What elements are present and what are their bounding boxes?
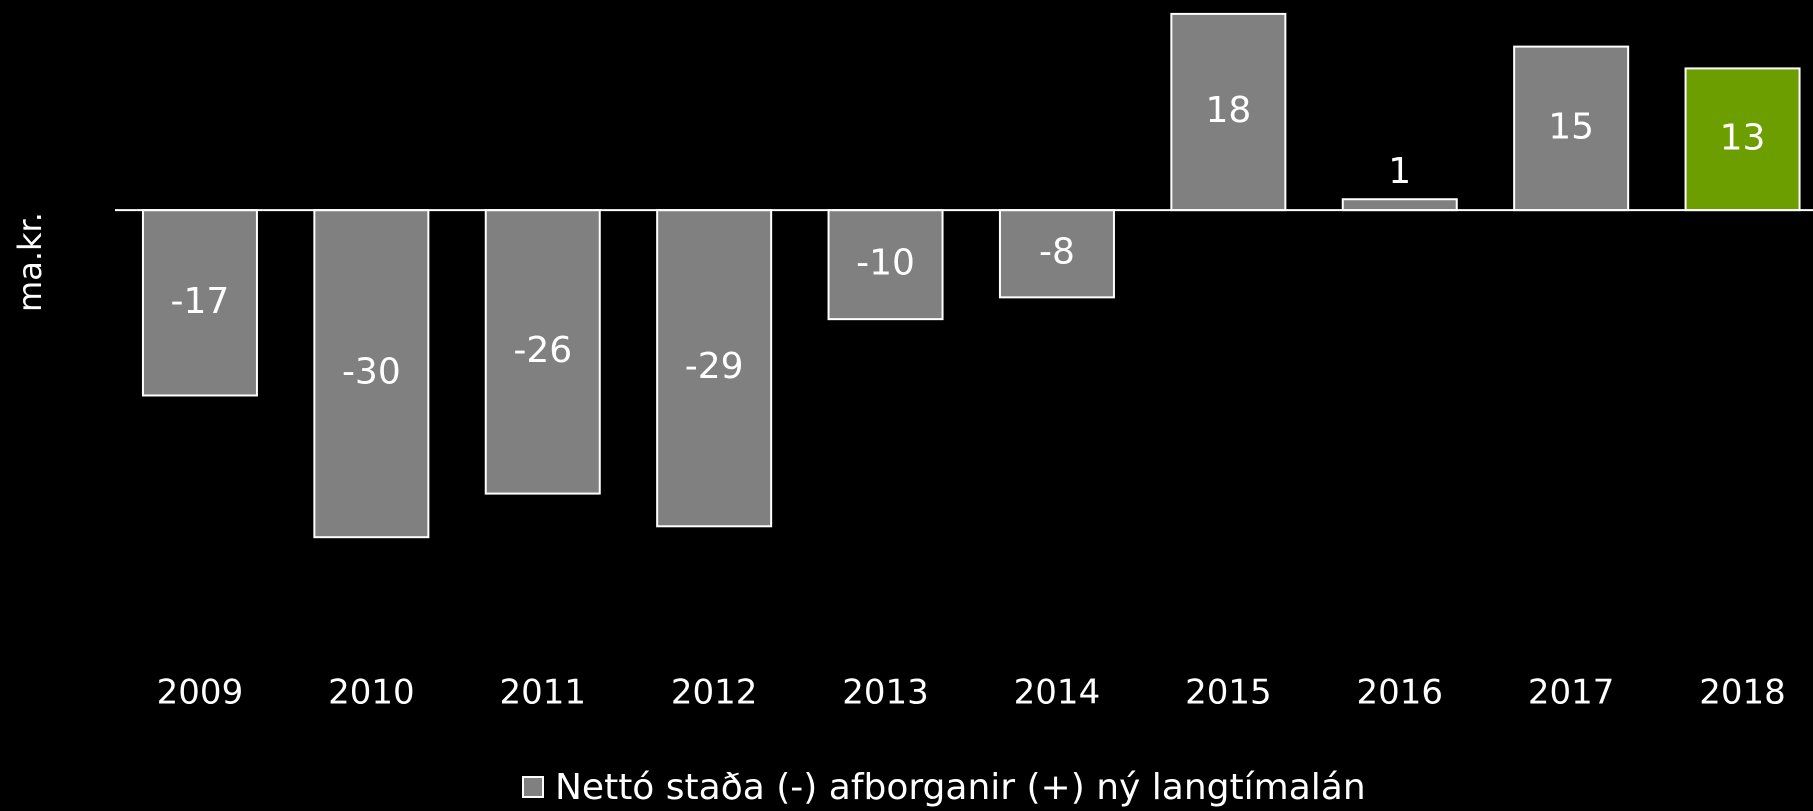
x-tick-label: 2015: [1185, 673, 1272, 713]
data-label: -8: [1039, 232, 1075, 273]
data-label: -10: [856, 243, 915, 284]
data-label: 13: [1720, 117, 1766, 158]
bar: [1513, 45, 1630, 212]
data-label: -30: [342, 352, 401, 393]
legend-label: Nettó staða (-) afborganir (+) ný langtí…: [555, 767, 1366, 808]
bar: [998, 209, 1115, 299]
y-axis-label: ma.kr.: [11, 212, 49, 312]
bar: [827, 209, 944, 321]
x-tick-label: 2018: [1699, 673, 1786, 713]
x-tick-label: 2013: [842, 673, 929, 713]
x-tick-label: 2017: [1528, 673, 1615, 713]
legend-marker: [522, 776, 544, 798]
x-tick-label: 2009: [157, 673, 244, 713]
data-label: 18: [1205, 90, 1251, 131]
bar: [141, 209, 258, 397]
data-label: -17: [171, 281, 230, 322]
bar: [313, 209, 430, 539]
bar: [1341, 198, 1458, 212]
x-tick-label: 2011: [499, 673, 586, 713]
x-tick-label: 2012: [671, 673, 758, 713]
x-tick-label: 2014: [1014, 673, 1101, 713]
bar: [656, 209, 773, 528]
x-tick-label: 2016: [1356, 673, 1443, 713]
data-label: 15: [1548, 106, 1594, 147]
data-label: -29: [685, 346, 744, 387]
data-label: 1: [1388, 151, 1411, 192]
x-tick-label: 2010: [328, 673, 415, 713]
data-label: -26: [513, 330, 572, 371]
